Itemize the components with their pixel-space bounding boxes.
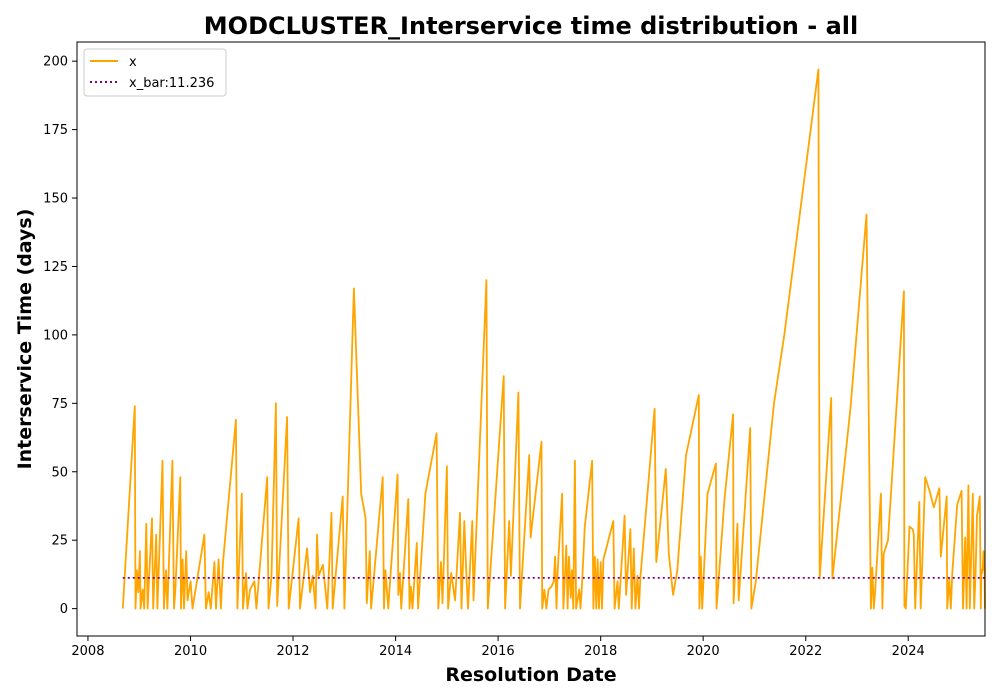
chart-title: MODCLUSTER_Interservice time distributio… xyxy=(204,12,858,40)
x-axis-label: Resolution Date xyxy=(445,664,616,686)
x-tick-label-2010: 2010 xyxy=(174,644,207,659)
plot-area-frame xyxy=(76,41,986,637)
y-tick-label-125: 125 xyxy=(43,260,68,275)
y-tick-label-0: 0 xyxy=(60,602,68,617)
legend-label-x: x xyxy=(129,55,137,70)
legend: x x_bar:11.236 xyxy=(83,48,227,97)
series-layer xyxy=(121,68,986,610)
y-axis-label: Interservice Time (days) xyxy=(14,209,36,470)
legend-box xyxy=(83,48,227,97)
series-line-x xyxy=(121,68,986,610)
y-tick-label-150: 150 xyxy=(43,192,68,207)
y-tick-label-100: 100 xyxy=(43,328,68,343)
x-tick-label-2016: 2016 xyxy=(482,644,515,659)
y-tick-label-200: 200 xyxy=(43,55,68,70)
x-tick-label-2014: 2014 xyxy=(379,644,412,659)
y-axis-ticks: 0 25 50 75 100 125 150 175 200 xyxy=(43,55,77,617)
x-tick-label-2024: 2024 xyxy=(892,644,925,659)
x-tick-label-2018: 2018 xyxy=(584,644,617,659)
legend-label-x-bar: x_bar:11.236 xyxy=(129,76,214,91)
y-tick-label-175: 175 xyxy=(43,123,68,138)
y-tick-label-50: 50 xyxy=(51,465,68,480)
y-tick-label-75: 75 xyxy=(51,397,68,412)
x-tick-label-2020: 2020 xyxy=(687,644,720,659)
x-tick-label-2008: 2008 xyxy=(71,644,104,659)
x-axis-ticks: 2008 2010 2012 2014 2016 2018 2020 2022 2024 xyxy=(71,636,925,659)
x-tick-label-2022: 2022 xyxy=(789,644,822,659)
x-tick-label-2012: 2012 xyxy=(276,644,309,659)
y-tick-label-25: 25 xyxy=(51,534,68,549)
